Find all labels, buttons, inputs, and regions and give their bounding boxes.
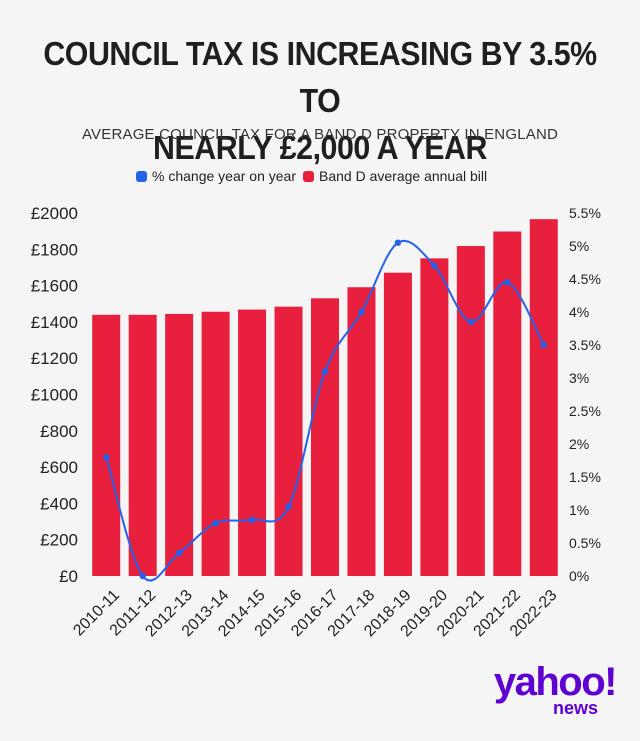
bar [274,306,303,576]
line-point [467,318,475,326]
y-right-tick-label: 4% [569,304,589,320]
line-point [321,368,329,375]
bar [456,246,485,576]
bar [165,313,194,576]
legend-label-bar: Band D average annual bill [319,168,487,184]
y-right-tick-label: 3% [569,370,589,386]
chart-title-line-2: NEARLY £2,000 A YEAR [153,129,487,166]
y-right-tick-label: 0% [569,568,589,584]
y-right-tick-label: 1% [569,502,589,518]
y-axis-left: £0 £200 £400 £600 £800 £1000 £1200 £1400 £1600 £1… [31,204,78,586]
y-left-tick-label: £0 [59,567,78,586]
line-point [358,308,365,316]
legend: % change year on year Band D average ann… [136,168,487,184]
line-point [285,503,292,510]
y-axis-right: 0% 0.5% 1% 1.5% 2% 2.5% 3% 3.5% 4% 4.5% 5% 5.5% [569,205,601,584]
y-right-tick-label: 5% [569,238,589,254]
y-left-tick-label: £600 [40,458,78,477]
y-right-tick-label: 4.5% [569,271,601,287]
y-left-tick-label: £400 [40,494,78,513]
brand-name: yahoo! [493,660,618,704]
line-point [175,549,183,557]
y-left-tick-label: £1400 [31,313,78,332]
line-point [212,520,219,527]
chart-title-line-1: COUNCIL TAX IS INCREASING BY 3.5% TO [43,35,597,119]
legend-label-line: % change year on year [152,168,296,184]
line-point [394,239,402,246]
yahoo-news-logo: yahoo! news [492,660,622,720]
chart-subtitle: AVERAGE COUNCIL TAX FOR A BAND D PROPERT… [81,126,559,143]
line-series [103,239,547,582]
bar [92,314,121,576]
y-left-tick-label: £1800 [31,240,78,259]
line-point [103,454,110,461]
bar [128,314,157,576]
bar [347,287,376,576]
x-axis: 2010-112011-122012-132013-142014-152015-… [70,587,560,641]
bar [383,272,412,576]
y-right-tick-label: 0.5% [569,535,601,551]
y-left-tick-label: £200 [40,531,78,550]
y-right-tick-label: 2.5% [569,403,601,419]
brand-sub: news [552,698,598,718]
legend-swatch-line [136,171,147,182]
line-point [431,262,438,269]
bar-series [92,219,558,576]
y-left-tick-label: £1600 [31,277,78,296]
y-left-tick-label: £1000 [31,386,78,405]
bar [420,258,449,576]
y-left-tick-label: £2000 [31,204,78,223]
y-left-tick-label: £1200 [31,349,78,368]
line-point [540,341,547,349]
y-right-tick-label: 1.5% [569,469,601,485]
line-point [248,516,256,524]
chart-title: COUNCIL TAX IS INCREASING BY 3.5% TO NEA… [26,30,615,171]
y-right-tick-label: 2% [569,436,589,452]
bar [529,219,558,576]
y-left-tick-label: £800 [40,422,78,441]
legend-swatch-bar [303,171,314,182]
line-point [504,279,511,286]
line-point [139,572,146,580]
bar [201,311,230,576]
y-right-tick-label: 3.5% [569,337,601,353]
bar [238,309,267,576]
bar [311,298,339,576]
y-right-tick-label: 5.5% [569,205,601,221]
